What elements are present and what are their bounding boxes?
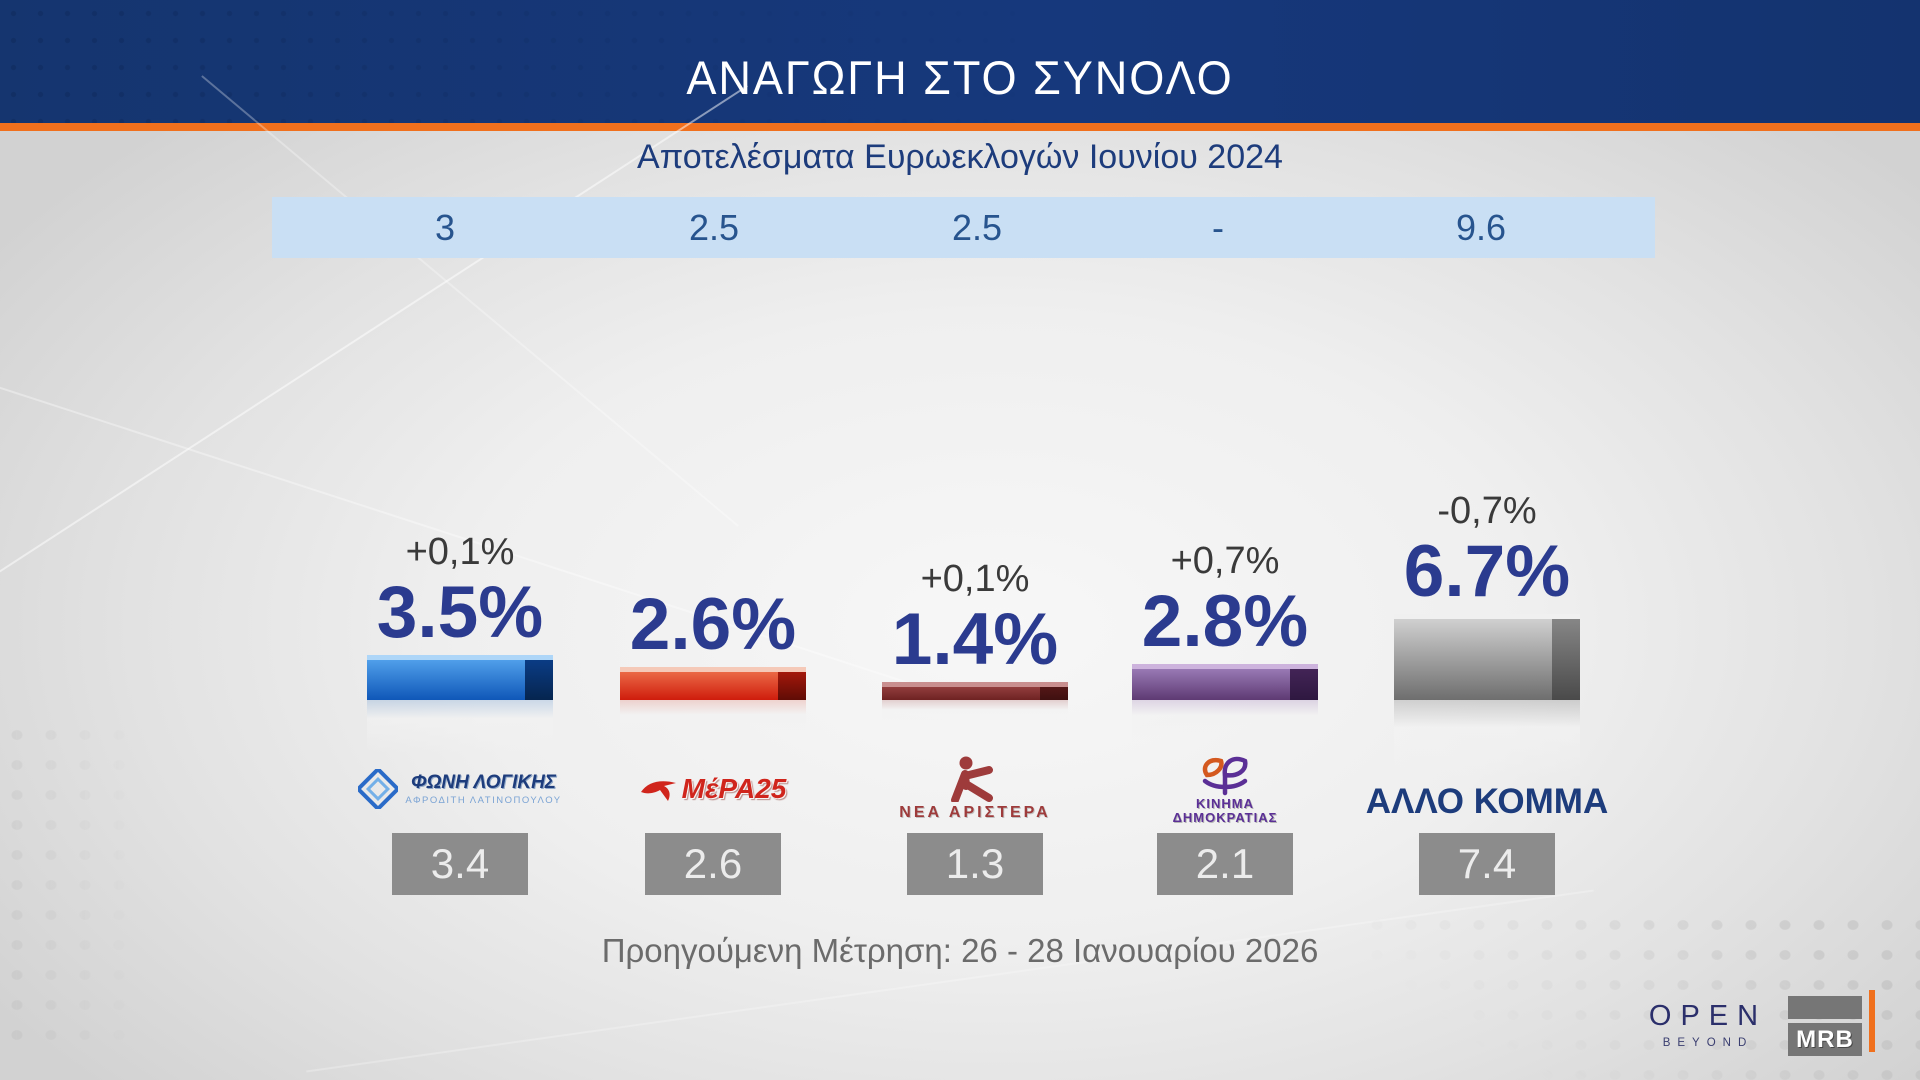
party-label-allo-komma: ΑΛΛΟ ΚΟΜΜΑ: [1365, 758, 1609, 846]
mrb-logo: MRB: [1788, 996, 1862, 1056]
value-labels: +0,1% 3.5%: [340, 528, 580, 649]
kinima-dimokratias-flower-icon: [1202, 757, 1248, 796]
dot-pattern: [0, 720, 170, 1050]
party-name: ΜέΡΑ25: [681, 773, 787, 804]
orange-vertical-accent: [1869, 990, 1875, 1052]
party-column-kinima-dimokratias: +0,7% 2.8% ΚΙΝΗΜΑ ΔΗΜΟΚΡΑΤΙΑΣ 2.1: [1105, 450, 1345, 900]
value-labels: +0,7% 2.8%: [1105, 537, 1345, 658]
bar-nea-aristera: [882, 682, 1068, 700]
percent-label: 1.4%: [891, 599, 1059, 680]
bar-reflection: [882, 700, 1068, 728]
value-labels: +0,1% 1.4%: [855, 555, 1095, 676]
party-leader: ΑΦΡΟΔΙΤΗ ΛΑΤΙΝΟΠΟΥΛΟΥ: [405, 795, 562, 806]
bar-reflection: [1394, 700, 1580, 778]
subtitle: Αποτελέσματα Ευρωεκλογών Ιουνίου 2024: [637, 138, 1283, 176]
mrb-logo-top-block: [1788, 996, 1862, 1019]
previous-value-box: 1.3: [907, 833, 1043, 895]
mera25-bird-icon: [640, 781, 676, 801]
bar-allo-komma: [1394, 614, 1580, 700]
accent-divider: [0, 123, 1920, 131]
nea-aristera-figure-icon: [950, 756, 993, 802]
euro2024-value: -: [1212, 207, 1224, 248]
page-title: ΑΝΑΓΩΓΗ ΣΤΟ ΣΥΝΟΛΟ: [686, 51, 1234, 104]
percent-label: 6.7%: [1403, 531, 1571, 612]
bar-reflection: [367, 700, 553, 753]
previous-value-box: 7.4: [1419, 833, 1555, 895]
party-logo-foni-logikis: ΦΩΝΗ ΛΟΓΙΚΗΣ ΑΦΡΟΔΙΤΗ ΛΑΤΙΝΟΠΟΥΛΟΥ: [340, 745, 580, 833]
change-label: -0,7%: [1437, 490, 1537, 532]
change-label: +0,1%: [920, 558, 1030, 600]
party-name-line2: ΔΗΜΟΚΡΑΤΙΑΣ: [1172, 810, 1278, 825]
party-column-foni-logikis: +0,1% 3.5% ΦΩΝΗ ΛΟΓΙΚΗΣ ΑΦΡΟΔΙΤΗ ΛΑΤΙΝΟΠ…: [340, 450, 580, 900]
euro2024-value: 9.6: [1455, 207, 1507, 248]
party-name: ΦΩΝΗ ΛΟΓΙΚΗΣ: [410, 772, 557, 793]
bar-foni-logikis: [367, 655, 553, 700]
previous-measurement-note: Προηγούμενη Μέτρηση: 26 - 28 Ιανουαρίου …: [601, 932, 1319, 969]
party-logo-kinima-dimokratias: ΚΙΝΗΜΑ ΔΗΜΟΚΡΑΤΙΑΣ: [1105, 745, 1345, 833]
bar-kinima-dimokratias: [1132, 664, 1318, 700]
euro2024-value: 2.5: [688, 207, 740, 248]
mrb-logo-text: MRB: [1788, 1023, 1862, 1056]
open-logo-text: OPEN: [1648, 1000, 1768, 1032]
previous-value-box: 2.6: [645, 833, 781, 895]
open-tv-logo: OPEN BEYOND: [1648, 1000, 1768, 1049]
party-logo-nea-aristera: ΝΕΑ ΑΡΙΣΤΕΡΑ: [855, 745, 1095, 833]
change-label: [593, 540, 833, 588]
percent-label: 3.5%: [376, 572, 544, 653]
euro2024-band: 3 2.5 2.5 - 9.6: [272, 197, 1655, 258]
euro2024-value: 2.5: [951, 207, 1003, 248]
bar-mera25: [620, 667, 806, 700]
bar-reflection: [1132, 700, 1318, 744]
header-bar: ΑΝΑΓΩΓΗ ΣΤΟ ΣΥΝΟΛΟ: [0, 0, 1920, 123]
party-name: ΝΕΑ ΑΡΙΣΤΕΡΑ: [899, 804, 1051, 821]
party-column-nea-aristera: +0,1% 1.4% ΝΕΑ ΑΡΙΣΤΕΡΑ 1.3: [855, 450, 1095, 900]
foni-logikis-diamond-icon: [358, 769, 399, 809]
party-name-line1: ΚΙΝΗΜΑ: [1195, 796, 1254, 812]
previous-value-box: 2.1: [1157, 833, 1293, 895]
percent-label: 2.8%: [1141, 581, 1309, 662]
party-column-allo-komma: -0,7% 6.7% ΑΛΛΟ ΚΟΜΜΑ 7.4: [1365, 450, 1609, 900]
euro2024-value: 3: [434, 207, 456, 248]
background-line: [306, 889, 1594, 1073]
party-column-mera25: 2.6% ΜέΡΑ25 2.6: [593, 450, 833, 900]
percent-label: 2.6%: [629, 584, 797, 665]
change-label: +0,1%: [405, 531, 515, 573]
previous-value-box: 3.4: [392, 833, 528, 895]
value-labels: -0,7% 6.7%: [1367, 487, 1607, 608]
open-beyond-text: BEYOND: [1662, 1037, 1754, 1049]
party-logo-mera25: ΜέΡΑ25: [593, 745, 833, 833]
value-labels: 2.6%: [593, 540, 833, 661]
change-label: +0,7%: [1170, 540, 1280, 582]
party-name: ΑΛΛΟ ΚΟΜΜΑ: [1365, 782, 1609, 821]
bar-reflection: [620, 700, 806, 742]
